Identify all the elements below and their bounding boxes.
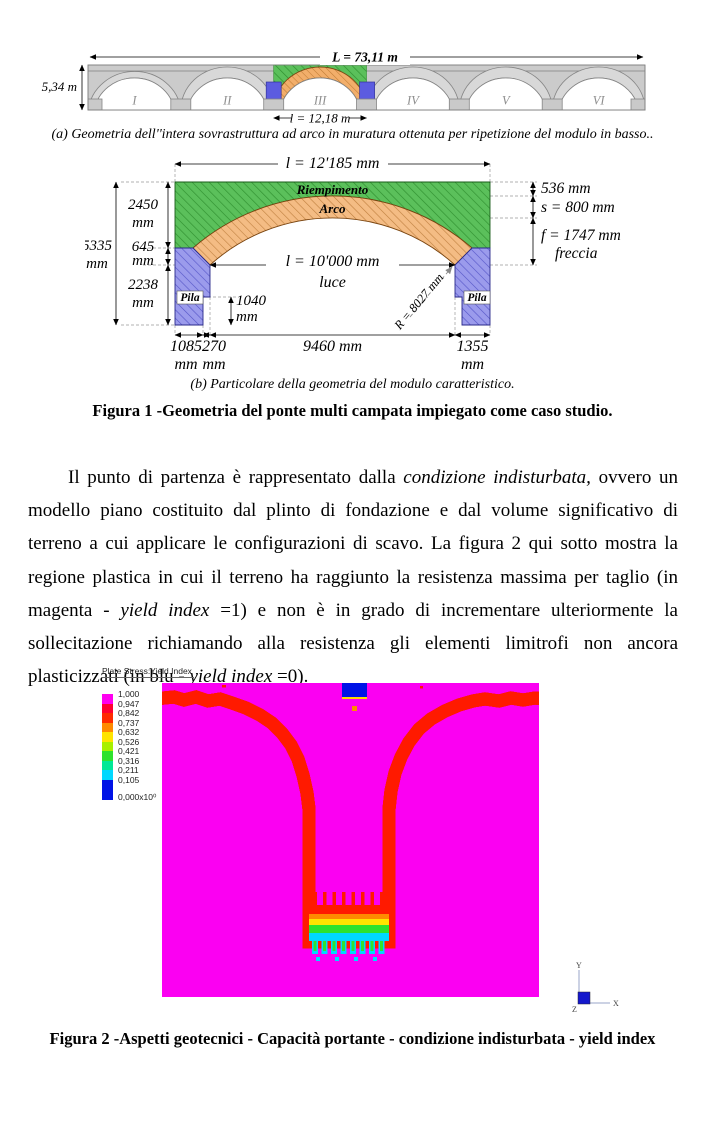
figure1b-caption: (b) Particolare della geometria del modu…: [190, 377, 515, 392]
notch-dim: 1040 mm: [236, 293, 267, 325]
dim-536: 536 mm: [541, 180, 591, 197]
span-label-6: VI: [593, 94, 606, 108]
right-dims: 536 mm s = 800 mm f = 1747 mm freccia: [541, 180, 621, 262]
left-dims: 5335 mm 2450 mm 645 mm 2238 mm: [85, 197, 159, 311]
elastic-region-with-fringe: [162, 690, 539, 997]
module-length-dim: l = 12,18 m: [290, 111, 351, 126]
dim-1355-unit: mm: [461, 356, 484, 373]
legend-colorbar: [102, 694, 113, 800]
axis-x-label: X: [613, 999, 619, 1008]
pila-left-label: Pila: [180, 292, 199, 304]
legend-value: 0,842: [118, 708, 140, 718]
figure1a-bridge-diagram: L = 73,11 m 5,34 m l = 12,18 m I II III …: [42, 48, 646, 126]
legend-value: 0,947: [118, 698, 140, 709]
height-dim: 5,34 m: [42, 79, 77, 94]
colorbar-band: [102, 694, 113, 704]
span-numerals: I II III IV V VI: [131, 94, 605, 108]
speck: [420, 686, 423, 689]
dim-f1747: f = 1747 mm: [541, 227, 621, 244]
axis-y-label: Y: [576, 961, 582, 970]
legend-value: 0,000x10⁰: [118, 792, 157, 802]
colorbar-band: [102, 713, 113, 723]
pier-right: [454, 247, 491, 326]
body-paragraph: Il punto di partenza è rappresentato dal…: [28, 461, 678, 693]
para-seg-italic: yield index: [120, 599, 210, 621]
dim-270: 270: [202, 338, 226, 355]
legend-value: 0,211: [118, 765, 139, 775]
freccia-label: freccia: [555, 245, 598, 262]
para-seg: Il punto di partenza è rappresentato dal…: [68, 467, 404, 488]
colorbar-band: [102, 741, 113, 751]
para-seg: =1) e non è in grado di incrementare ult…: [28, 599, 678, 688]
bridge-body: [87, 64, 646, 111]
span-label-2: II: [222, 94, 232, 108]
figure1a-caption: (a) Geometria dell''intera sovrastruttur…: [51, 127, 654, 142]
dim-645: 645: [132, 239, 155, 255]
dim-645-unit: mm: [132, 253, 154, 269]
dim-s800: s = 800 mm: [541, 199, 615, 216]
dim-2238-unit: mm: [132, 295, 154, 311]
colorbar-band: [102, 779, 113, 800]
pier-left: [174, 247, 211, 326]
dim-1085: 1085: [170, 338, 202, 355]
radius-dim: R = 8027 mm: [391, 271, 446, 333]
legend-value: 0,421: [118, 746, 140, 756]
pier-footings: [87, 98, 646, 111]
dim-5335-unit: mm: [86, 256, 108, 272]
arco-label: Arco: [319, 201, 347, 216]
total-length-dim: L = 73,11 m: [331, 50, 398, 65]
legend-value: 0,316: [118, 755, 140, 766]
legend-value: 0,737: [118, 717, 140, 728]
colorbar-band: [102, 770, 113, 780]
axis-triad: Y X Z: [572, 961, 619, 1014]
dim-270-unit: mm: [202, 356, 225, 373]
dim-9460: 9460 mm: [303, 338, 362, 355]
luce-dim: l = 10'000 mm: [286, 253, 380, 270]
dim-1085-unit: mm: [174, 356, 197, 373]
colorbar-band: [102, 703, 113, 713]
radius-line: [409, 266, 453, 318]
luce-label: luce: [319, 274, 346, 291]
speck: [222, 685, 226, 688]
dim-2238: 2238: [128, 277, 159, 293]
span-label-5: V: [502, 94, 511, 108]
para-seg: =0).: [272, 666, 309, 688]
dim-2450-unit: mm: [132, 215, 154, 231]
figure2-caption: Figura 2 -Aspetti geotecnici - Capacità …: [49, 1029, 656, 1048]
legend-value: 1,000: [118, 689, 140, 699]
contour-plot: [162, 683, 539, 997]
colorbar-band: [102, 751, 113, 761]
legend-value: 0,632: [118, 727, 140, 737]
span-label-1: I: [131, 94, 137, 108]
foundation-plinth: [342, 683, 367, 711]
figure2-fem-plot: Plate Stress:Yield Index 1,000 0,947 0,8…: [95, 660, 655, 1018]
para-seg: ovvero un modello piano costituito dal p…: [28, 467, 678, 621]
figure1b-module-diagram: Pila Pila Riempimento Arco l = 12'185 mm…: [85, 155, 621, 373]
triad-cube: [577, 991, 591, 1005]
colorbar-band: [102, 722, 113, 732]
pila-right-label: Pila: [467, 292, 486, 304]
legend-title: Plate Stress:Yield Index: [102, 666, 194, 678]
span-label-3: III: [313, 94, 327, 108]
riempimento-label: Riempimento: [296, 182, 369, 197]
dim-2450: 2450: [128, 197, 159, 213]
figure1-caption: Figura 1 -Geometria del ponte multi camp…: [92, 401, 613, 420]
colorbar-band: [102, 760, 113, 770]
dim-1040-unit: mm: [236, 309, 258, 325]
top-span-dim: l = 12'185 mm: [286, 155, 380, 172]
legend-value: 0,105: [118, 774, 140, 785]
para-seg-italic: condizione indisturbata,: [403, 467, 591, 488]
dim-5335: 5335: [85, 238, 113, 254]
axis-z-label: Z: [572, 1005, 577, 1014]
trench-bottom-bands: [309, 892, 389, 961]
legend-value: 0,526: [118, 736, 140, 747]
span-label-4: IV: [406, 94, 420, 108]
para-seg-italic: yield index: [189, 666, 273, 688]
dim-label-bg: [320, 48, 410, 65]
bottom-dims: 1085 mm 270 mm 9460 mm 1355 mm: [170, 338, 489, 373]
dim-1040: 1040: [236, 293, 267, 309]
colorbar-band: [102, 732, 113, 742]
dim-1355: 1355: [457, 338, 489, 355]
